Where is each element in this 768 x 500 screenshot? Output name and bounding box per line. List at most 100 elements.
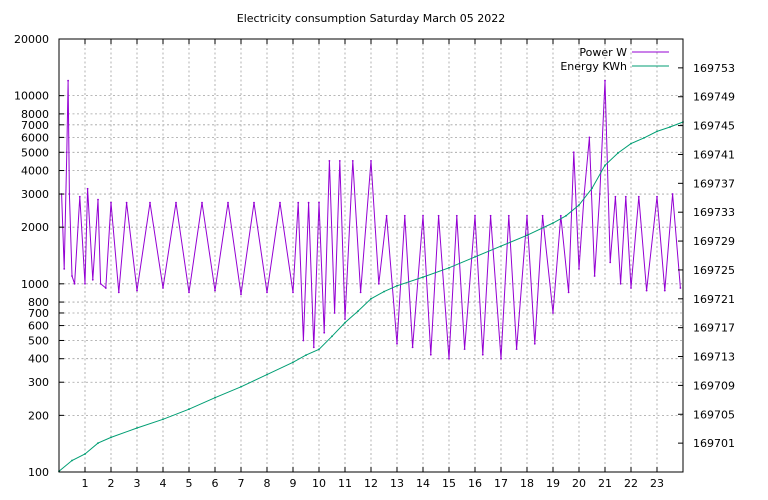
x-tick-label: 20: [572, 477, 586, 490]
data-point: [292, 361, 294, 364]
y-left-tick-label: 6000: [21, 131, 49, 144]
y-right-tick-label: 169733: [693, 206, 735, 219]
data-point: [507, 214, 510, 217]
x-tick-label: 15: [442, 477, 456, 490]
data-point: [312, 346, 315, 349]
data-point: [67, 79, 69, 82]
data-point: [253, 201, 255, 204]
data-point: [385, 214, 388, 217]
legend-label-power: Power W: [579, 46, 627, 59]
data-point: [63, 268, 66, 270]
data-point: [78, 195, 81, 198]
data-point: [403, 214, 406, 217]
data-point: [500, 357, 502, 360]
x-tick-label: 1: [82, 477, 89, 490]
data-point: [489, 214, 492, 217]
data-point: [307, 201, 310, 204]
data-point: [481, 353, 484, 356]
data-point: [422, 276, 424, 278]
data-point: [97, 198, 99, 201]
series-energy-kwh: [58, 121, 684, 473]
data-point: [515, 348, 518, 350]
y-right-tick-label: 169721: [693, 293, 735, 306]
data-point: [201, 201, 203, 204]
data-point: [663, 289, 666, 292]
data-point: [474, 256, 476, 258]
data-point: [110, 436, 112, 439]
data-point: [643, 137, 645, 139]
data-point: [617, 152, 619, 154]
data-point: [71, 275, 73, 277]
data-point: [669, 126, 671, 128]
data-point: [318, 201, 320, 204]
data-point: [598, 193, 601, 195]
data-point: [266, 373, 268, 376]
x-tick-label: 8: [264, 477, 271, 490]
y-left-tick-label: 400: [28, 353, 49, 366]
data-point: [383, 290, 385, 293]
data-point: [526, 214, 528, 217]
data-point: [422, 214, 424, 217]
data-point: [624, 195, 627, 198]
data-point: [567, 291, 570, 294]
x-tick-label: 9: [290, 477, 297, 490]
data-point: [240, 385, 242, 388]
series-power-w: [60, 79, 682, 360]
data-point: [91, 278, 94, 281]
data-point: [344, 321, 346, 324]
data-point: [149, 201, 151, 204]
data-point: [609, 261, 612, 264]
data-point: [214, 396, 216, 399]
data-point: [333, 312, 336, 314]
y-left-tick-label: 800: [28, 296, 49, 309]
data-point: [351, 160, 354, 162]
data-point: [71, 459, 73, 462]
data-point: [671, 193, 674, 195]
y-left-tick-label: 10000: [14, 90, 49, 103]
data-point: [136, 427, 138, 429]
data-point: [552, 222, 554, 224]
data-point: [656, 195, 658, 198]
data-point: [65, 151, 68, 154]
data-point: [604, 79, 606, 82]
y-right-tick-label: 169705: [693, 408, 735, 421]
y-left-tick-label: 5000: [21, 146, 49, 159]
y-left-tick-label: 4000: [21, 165, 49, 178]
data-point: [656, 130, 658, 133]
data-point: [302, 339, 305, 342]
x-tick-label: 10: [312, 477, 326, 490]
y-right-tick-label: 169753: [693, 62, 735, 75]
data-point: [463, 348, 466, 350]
x-tick-label: 19: [546, 477, 560, 490]
data-point: [583, 193, 586, 195]
data-point: [188, 291, 190, 294]
data-point: [318, 348, 320, 351]
series-layer: [58, 79, 684, 473]
data-point: [188, 408, 190, 411]
data-point: [578, 204, 580, 206]
data-point: [455, 214, 458, 217]
data-point: [162, 287, 164, 289]
y-left-tick-label: 7000: [21, 119, 49, 132]
data-point: [614, 195, 617, 198]
y-left-tick-label: 500: [28, 334, 49, 347]
x-tick-label: 18: [520, 477, 534, 490]
y-left-tick-label: 2000: [21, 221, 49, 234]
y-left-tick-label: 3000: [21, 188, 49, 201]
data-point: [679, 287, 682, 289]
data-point: [99, 282, 102, 285]
data-point: [630, 142, 632, 145]
data-point: [630, 287, 632, 289]
data-point: [526, 234, 528, 237]
data-point: [396, 284, 398, 287]
y-left-tick-label: 600: [28, 320, 49, 333]
y-left-tick-label: 300: [28, 376, 49, 389]
data-point: [429, 353, 432, 356]
data-point: [572, 151, 575, 154]
data-point: [240, 293, 242, 296]
data-point: [227, 201, 229, 204]
x-tick-label: 4: [160, 477, 167, 490]
y-right-tick-label: 169745: [693, 120, 735, 133]
